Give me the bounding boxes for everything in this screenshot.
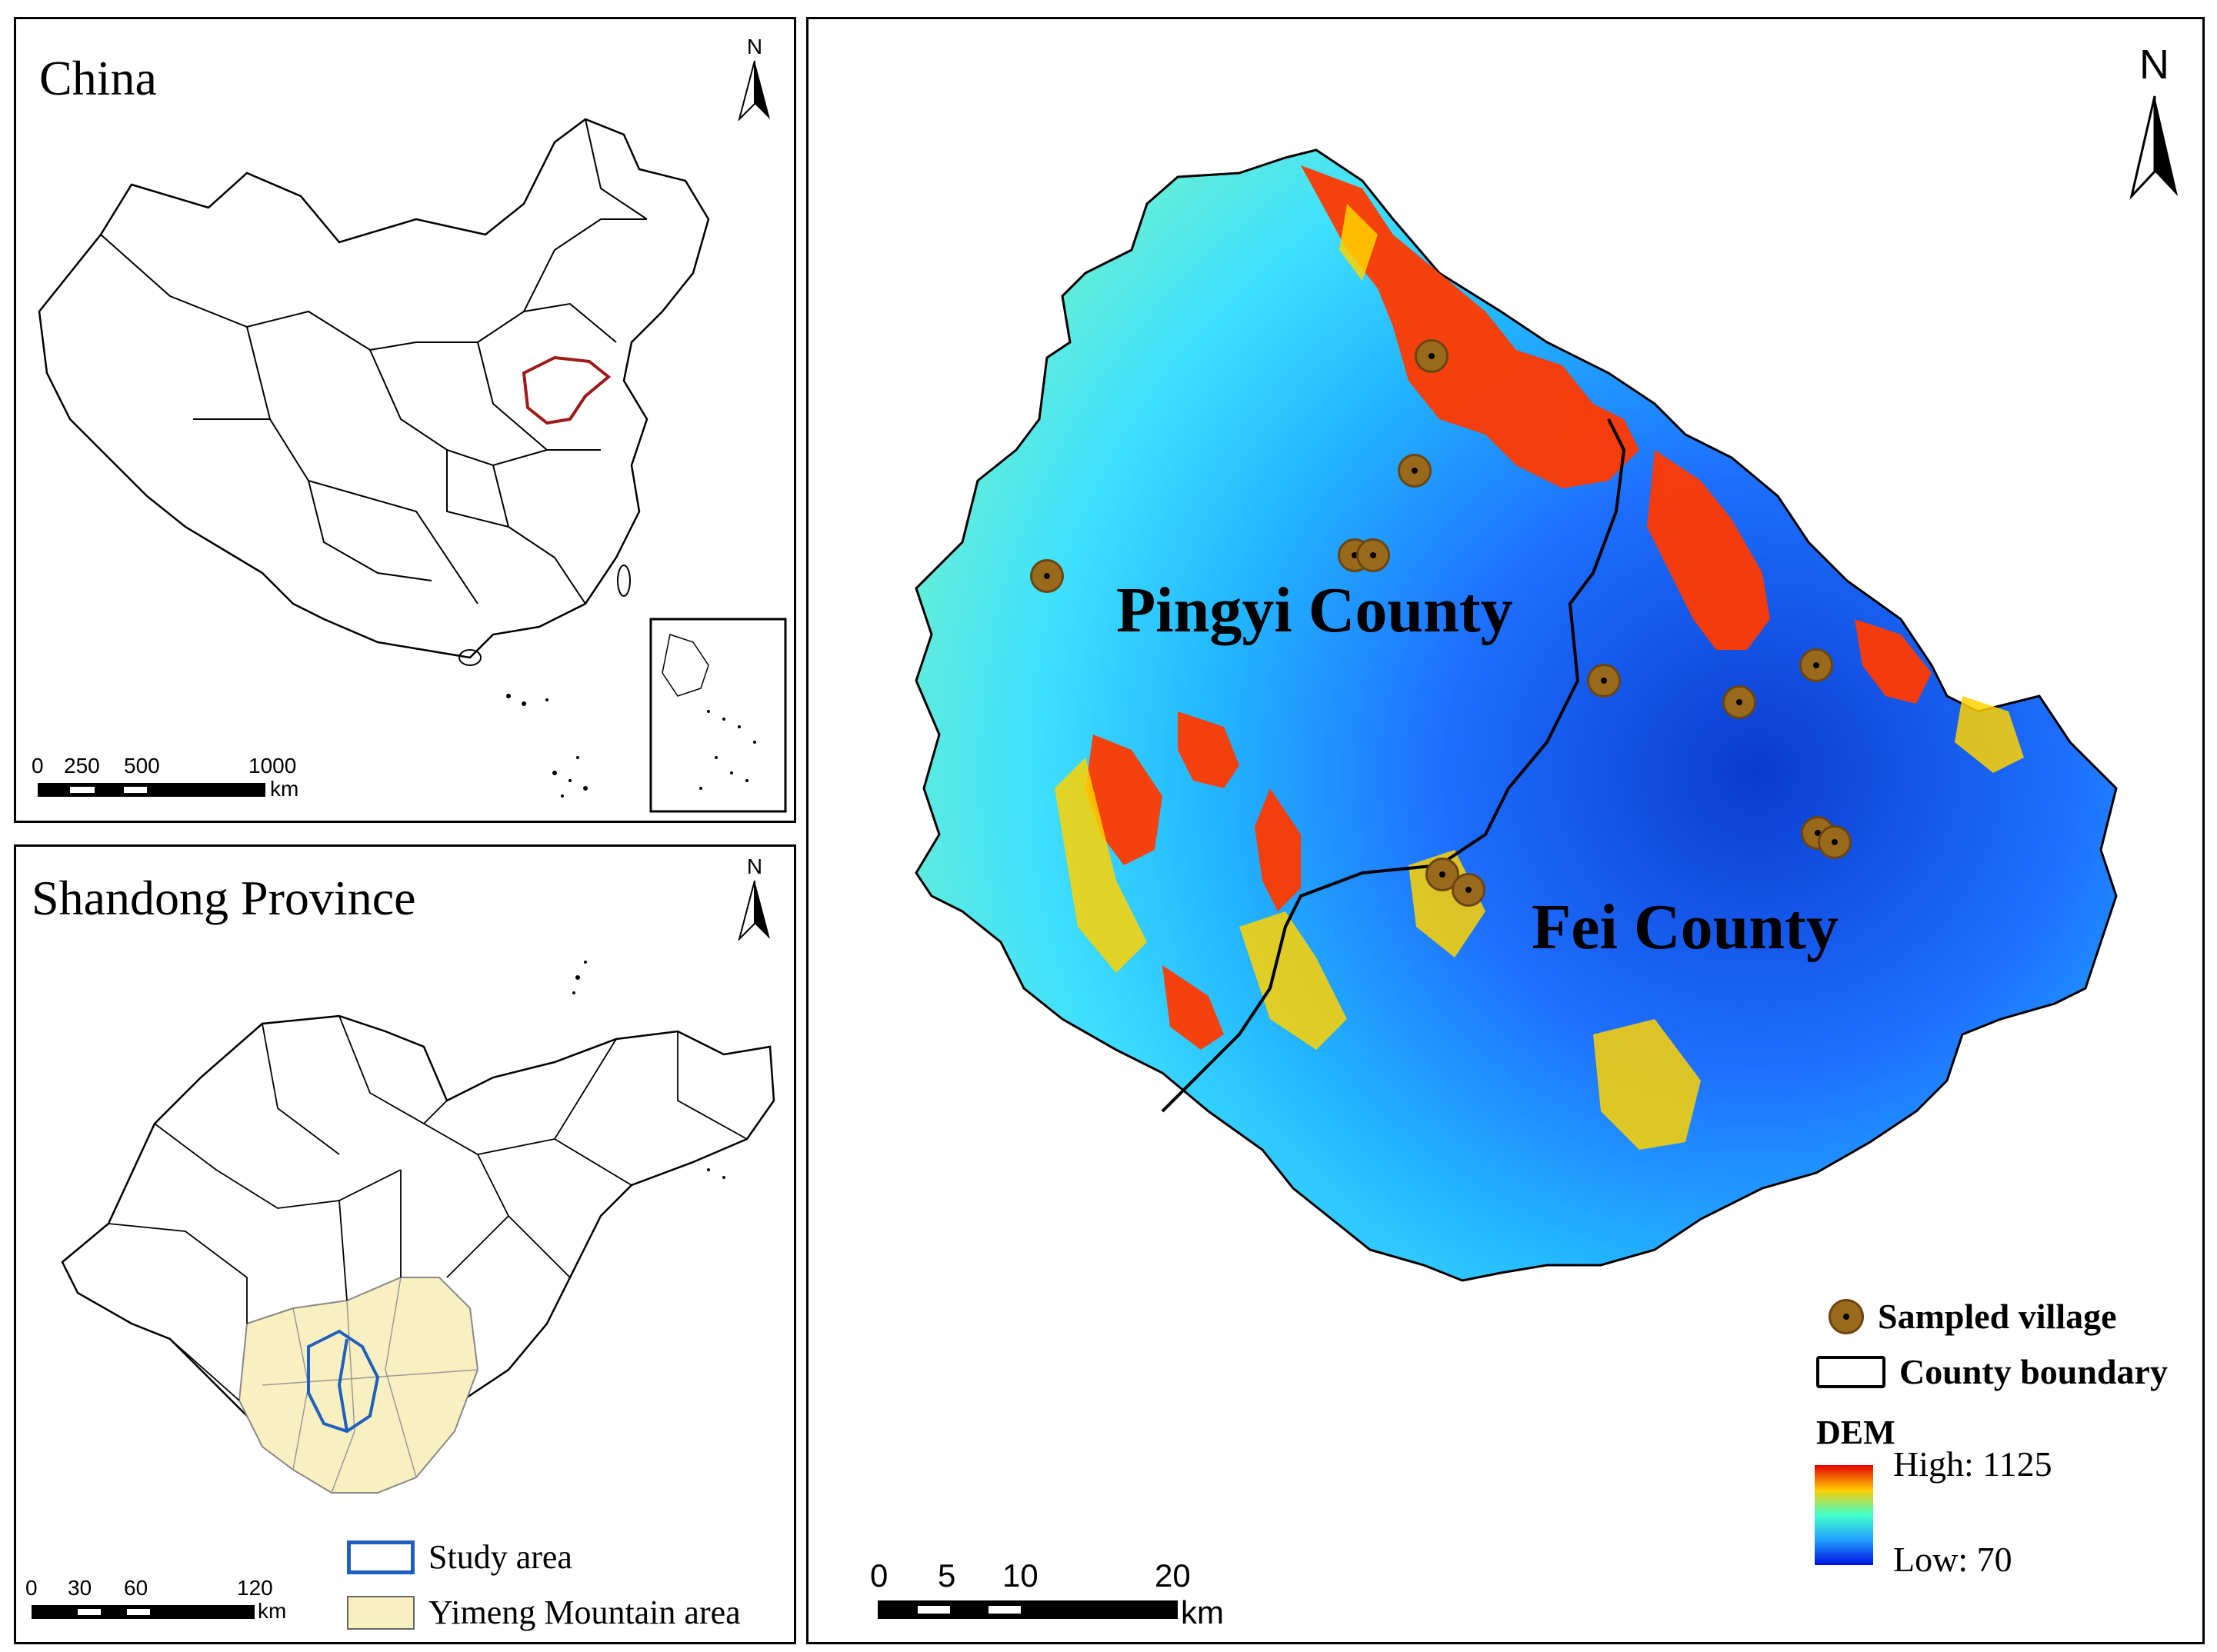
- pingyi-county-label: Pingyi County: [1116, 575, 1513, 646]
- county-boundary-swatch: [1816, 1355, 1885, 1388]
- scale-unit: km: [270, 777, 299, 801]
- scale-tick: 60: [124, 1576, 148, 1600]
- shandong-panel: Shandong Province N 0 30 60 120 km Study…: [14, 844, 796, 1644]
- legend-county-boundary: County boundary: [1816, 1351, 2168, 1392]
- study-area-swatch: [347, 1540, 415, 1574]
- scale-unit: km: [258, 1599, 287, 1623]
- study-area-outline: [307, 1329, 380, 1434]
- north-arrow-icon: [738, 60, 770, 122]
- china-outline: [38, 118, 710, 659]
- dem-map: [915, 95, 2178, 1565]
- north-arrow-icon: [738, 880, 770, 942]
- dem-legend-high: High: 1125: [1893, 1444, 2052, 1484]
- village-marker: [1030, 559, 1064, 593]
- scale-tick: 0: [32, 754, 44, 778]
- china-map: [38, 118, 787, 813]
- legend-study-area: Study area: [347, 1537, 572, 1577]
- yimeng-area: [238, 1277, 479, 1494]
- village-marker: [1799, 648, 1833, 682]
- dem-surface: [915, 148, 2118, 1282]
- legend-yimeng: Yimeng Mountain area: [347, 1593, 741, 1632]
- shandong-title: Shandong Province: [32, 871, 416, 925]
- village-marker: [1425, 858, 1459, 891]
- main-map-panel: Pingyi County Fei County N Sampled villa…: [806, 17, 2205, 1644]
- north-label: N: [746, 35, 763, 58]
- legend-label: Yimeng Mountain area: [428, 1594, 741, 1631]
- south-china-sea-inset: [649, 618, 787, 813]
- dem-highlands: [1085, 165, 1932, 1050]
- scale-tick: 250: [64, 754, 100, 778]
- village-marker: [1587, 664, 1621, 698]
- dem-legend-title: DEM: [1816, 1414, 1895, 1451]
- north-label: N: [746, 854, 763, 878]
- scale-unit: km: [1181, 1594, 1224, 1630]
- village-marker: [1356, 538, 1390, 572]
- legend-sampled-village: Sampled village: [1829, 1296, 2117, 1337]
- scale-tick: 120: [237, 1576, 273, 1600]
- village-marker: [1452, 873, 1485, 907]
- main-north-label: N: [2139, 42, 2169, 88]
- shandong-outline: [61, 1014, 775, 1479]
- village-marker: [1722, 685, 1756, 719]
- scale-tick: 0: [870, 1557, 888, 1594]
- county-boundary: [1161, 418, 1626, 1113]
- scale-tick: 20: [1155, 1557, 1191, 1594]
- legend-label: Study area: [428, 1538, 572, 1576]
- dem-legend-low: Low: 70: [1893, 1540, 2012, 1579]
- fei-county-label: Fei County: [1532, 891, 1839, 963]
- scale-tick: 5: [938, 1557, 956, 1594]
- china-scale-bar: 0 250 500 1000 km: [32, 754, 324, 808]
- scale-tick: 30: [68, 1576, 92, 1600]
- village-marker: [1398, 454, 1432, 488]
- legend-label: Sampled village: [1878, 1297, 2117, 1336]
- scale-tick: 500: [124, 754, 160, 778]
- china-title: China: [39, 51, 157, 105]
- village-legend-icon: [1829, 1298, 1864, 1334]
- shandong-map: [61, 961, 775, 1494]
- village-marker: [1818, 825, 1852, 859]
- china-north-arrow: N: [735, 35, 774, 125]
- main-scale-bar: 0 5 10 20 km: [870, 1557, 1270, 1630]
- main-north-arrow: [2129, 95, 2178, 201]
- shandong-scale-bar: 0 30 60 120 km: [25, 1576, 302, 1630]
- dem-legend-ramp: [1815, 1465, 1873, 1565]
- village-marker: [1415, 339, 1449, 373]
- china-panel: China N 0 250 500 1000 km: [14, 17, 796, 823]
- scale-tick: 0: [25, 1576, 38, 1600]
- shandong-highlight: [522, 355, 612, 425]
- shandong-north-arrow: N: [735, 854, 774, 944]
- scale-tick: 1000: [248, 754, 297, 778]
- legend-label: County boundary: [1899, 1352, 2168, 1391]
- scale-tick: 10: [1002, 1557, 1038, 1594]
- yimeng-swatch: [347, 1595, 415, 1630]
